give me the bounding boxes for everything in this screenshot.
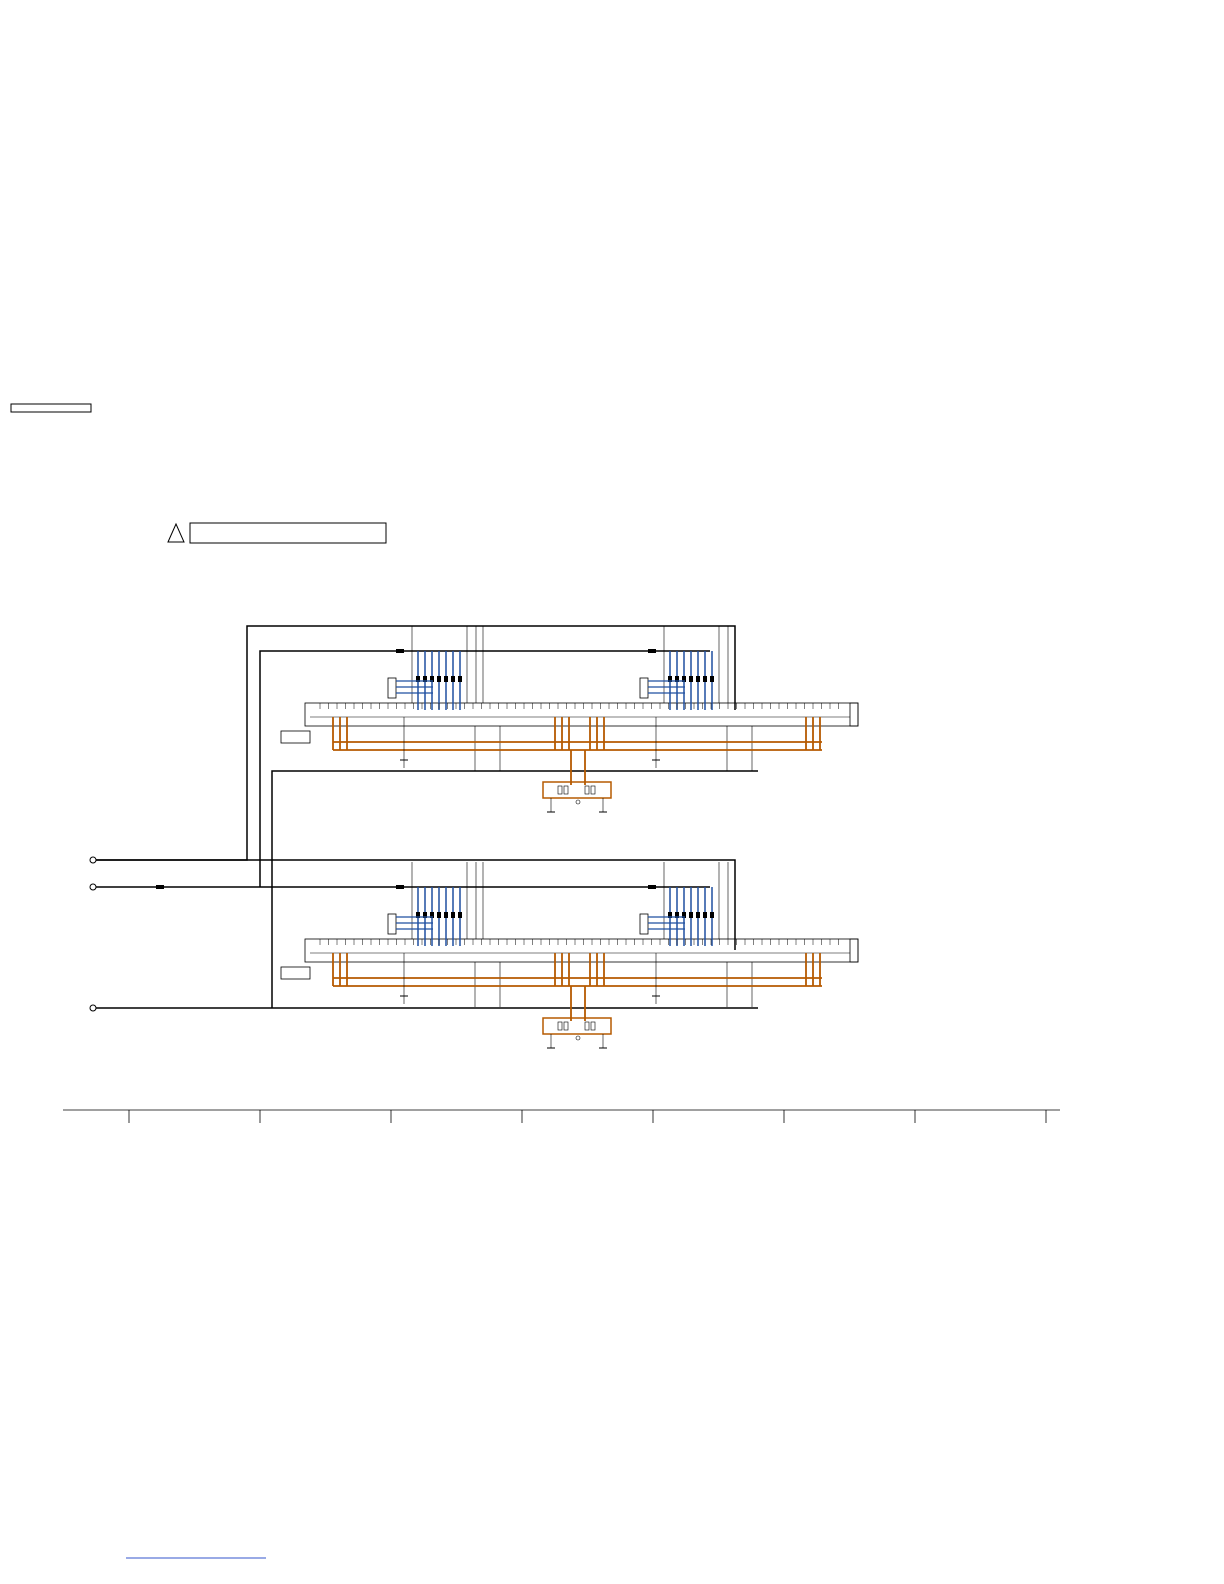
arrow (437, 912, 441, 918)
label-box (280, 966, 311, 980)
arrow (451, 676, 455, 682)
resistor-array (639, 677, 649, 699)
resistor-array (639, 913, 649, 935)
resistor (590, 1021, 596, 1031)
input-terminal (89, 856, 97, 864)
arrow (458, 912, 462, 918)
sub-circuit (542, 1017, 612, 1035)
connector-end (849, 702, 859, 727)
arrow (668, 676, 672, 682)
arrow (710, 912, 714, 918)
feed-wire (271, 770, 758, 1008)
arrow (696, 912, 700, 918)
resistor (584, 1021, 590, 1031)
resistor-array (387, 677, 397, 699)
warning-triangle (167, 522, 185, 543)
arrow (648, 885, 656, 889)
arrow (648, 649, 656, 653)
arrow (710, 676, 714, 682)
resistor (563, 785, 569, 795)
arrow (444, 676, 448, 682)
arrow (423, 676, 427, 682)
arrow (668, 912, 672, 918)
arrow (458, 676, 462, 682)
arrow (156, 885, 164, 889)
arrow (703, 912, 707, 918)
arrow (396, 649, 404, 653)
resistor-array (387, 913, 397, 935)
arrow (703, 676, 707, 682)
arrow (682, 676, 686, 682)
arrow (416, 676, 420, 682)
sub-circuit (542, 781, 612, 799)
arrow (696, 676, 700, 682)
arrow (423, 912, 427, 918)
test-point (575, 1035, 581, 1041)
resistor (590, 785, 596, 795)
feed-wire (96, 625, 736, 861)
arrow (451, 912, 455, 918)
connector-end (849, 938, 859, 963)
feed-wire (259, 650, 710, 887)
arrow (416, 912, 420, 918)
input-terminal (89, 883, 97, 891)
resistor (557, 1021, 563, 1031)
test-point (575, 799, 581, 805)
feed-wire (96, 859, 736, 950)
arrow (675, 912, 679, 918)
arrow (444, 912, 448, 918)
resistor (563, 1021, 569, 1031)
resistor (557, 785, 563, 795)
header-box (10, 403, 92, 413)
arrow (430, 912, 434, 918)
arrow (682, 912, 686, 918)
arrow (689, 912, 693, 918)
arrow (437, 676, 441, 682)
arrow (396, 885, 404, 889)
warning-box (189, 522, 387, 544)
arrow (675, 676, 679, 682)
arrow (689, 676, 693, 682)
arrow (430, 676, 434, 682)
input-terminal (89, 1004, 97, 1012)
label-box (280, 730, 311, 744)
resistor (584, 785, 590, 795)
